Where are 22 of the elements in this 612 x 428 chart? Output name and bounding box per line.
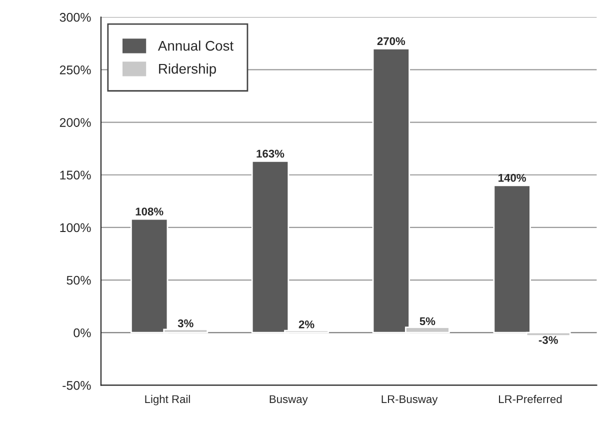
x-tick-label: Busway [270,395,308,406]
x-tick-label: LR-Busway [382,395,438,406]
y-tick-label: -50% [62,381,91,390]
y-tick-label: 100% [60,223,91,232]
data-label: 140% [498,174,526,182]
y-tick-label: 150% [60,170,91,180]
data-label: 270% [377,37,406,46]
data-label: 3% [178,319,194,328]
legend-label: Ridership [159,64,216,76]
y-tick-label: 50% [66,276,91,285]
data-label: 2% [298,320,314,328]
data-label: 5% [420,317,436,326]
y-tick-label: 0% [74,328,91,338]
data-label: -3% [538,336,558,344]
x-tick-label: LR-Preferred [499,394,562,404]
x-tick-label: Light Rail [145,394,190,406]
data-label: 108% [136,208,164,216]
y-tick-label: 300% [60,12,91,22]
y-tick-label: 200% [60,118,91,127]
y-tick-label: 250% [60,66,91,74]
legend-label: Annual Cost [158,40,234,51]
data-label: 163% [256,150,284,158]
